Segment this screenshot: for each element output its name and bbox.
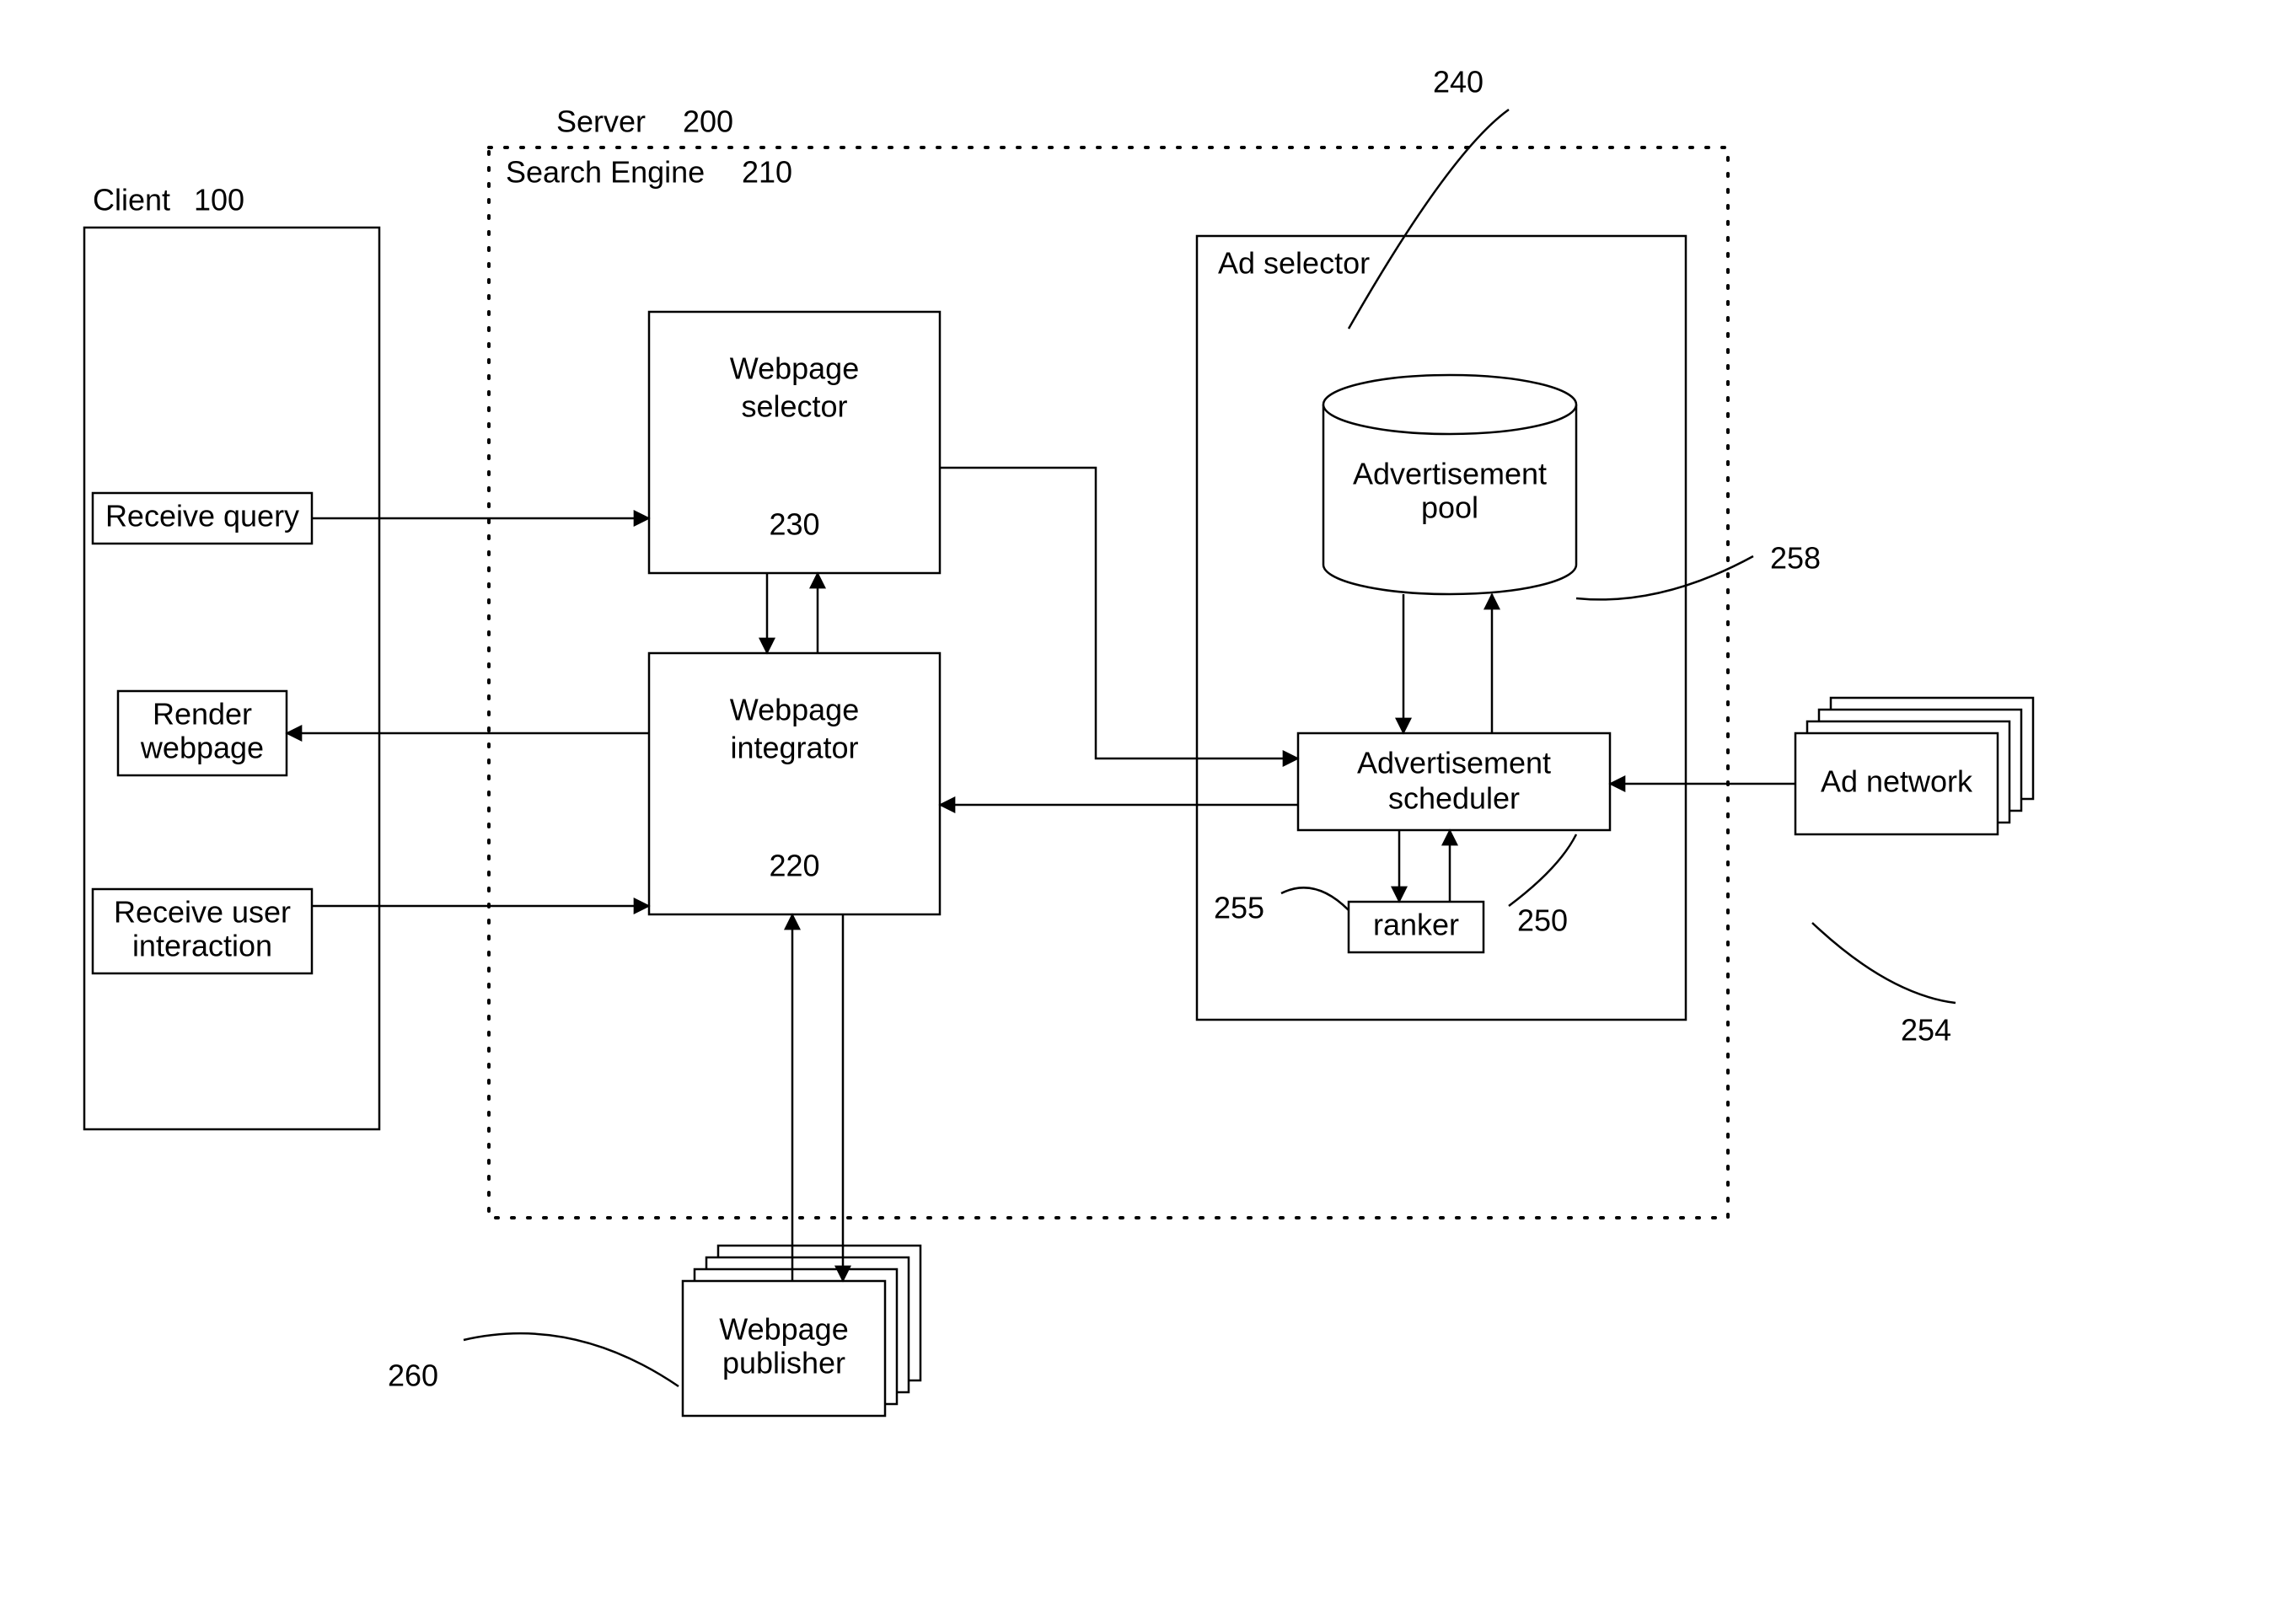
- svg-text:210: 210: [742, 155, 792, 190]
- client-ref: 100: [194, 183, 244, 217]
- svg-text:webpage: webpage: [140, 731, 264, 765]
- svg-text:Server: Server: [556, 105, 646, 139]
- receive-query-label: Receive query: [105, 499, 299, 533]
- svg-text:250: 250: [1517, 903, 1568, 938]
- svg-text:Ad selector: Ad selector: [1218, 246, 1370, 281]
- server-box: [489, 147, 1728, 1218]
- svg-text:Webpage: Webpage: [719, 1312, 848, 1347]
- client-title: Client: [93, 183, 170, 217]
- svg-text:publisher: publisher: [722, 1346, 845, 1380]
- svg-text:Ad network: Ad network: [1821, 764, 1973, 799]
- svg-text:Advertisement: Advertisement: [1357, 746, 1551, 780]
- svg-text:integrator: integrator: [730, 731, 858, 765]
- svg-text:Webpage: Webpage: [730, 693, 859, 727]
- svg-text:240: 240: [1433, 65, 1484, 99]
- svg-text:230: 230: [769, 507, 819, 542]
- svg-text:Search Engine: Search Engine: [506, 155, 705, 190]
- svg-text:pool: pool: [1421, 490, 1478, 525]
- svg-text:selector: selector: [741, 389, 847, 424]
- svg-text:Receive user: Receive user: [114, 895, 291, 930]
- svg-text:258: 258: [1770, 541, 1821, 576]
- svg-text:scheduler: scheduler: [1388, 781, 1520, 816]
- svg-text:260: 260: [388, 1359, 438, 1393]
- svg-text:ranker: ranker: [1373, 908, 1459, 942]
- client-box: [84, 228, 379, 1129]
- svg-text:200: 200: [683, 105, 733, 139]
- svg-text:Advertisement: Advertisement: [1353, 457, 1547, 491]
- svg-text:Webpage: Webpage: [730, 351, 859, 386]
- svg-text:220: 220: [769, 849, 819, 883]
- svg-text:Render: Render: [153, 697, 252, 732]
- svg-text:interaction: interaction: [132, 929, 272, 963]
- svg-text:255: 255: [1214, 891, 1264, 925]
- svg-text:254: 254: [1901, 1013, 1951, 1048]
